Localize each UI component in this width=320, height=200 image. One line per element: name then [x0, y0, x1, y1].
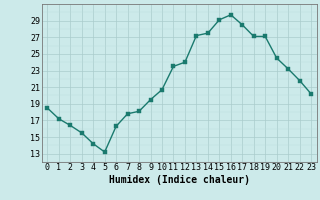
- X-axis label: Humidex (Indice chaleur): Humidex (Indice chaleur): [109, 175, 250, 185]
